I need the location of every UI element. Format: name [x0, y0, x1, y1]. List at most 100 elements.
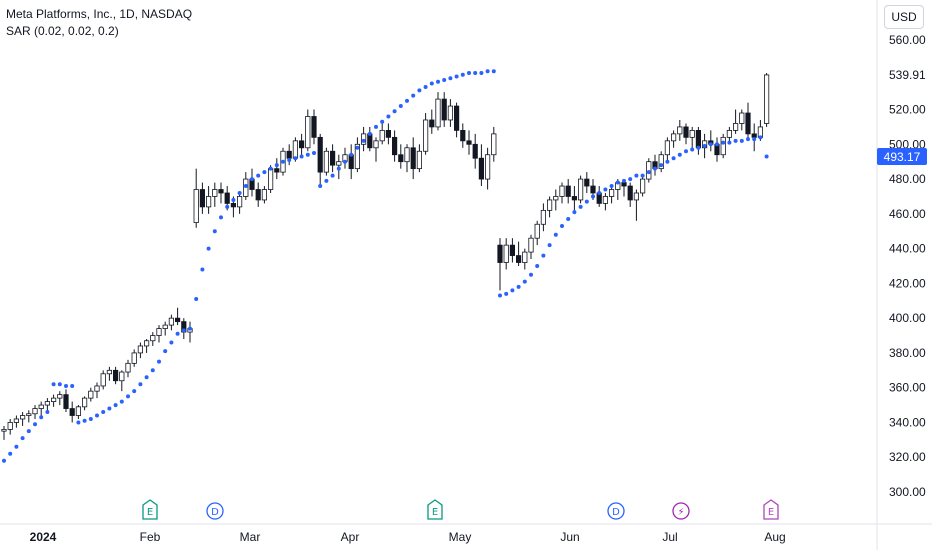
sar-dot: [57, 382, 62, 387]
sar-dot: [752, 137, 757, 142]
y-tick-label: 480.00: [889, 172, 926, 186]
sar-dot: [20, 436, 25, 441]
sar-dot: [467, 71, 471, 76]
candle-body: [106, 369, 112, 375]
candle-body: [7, 422, 13, 430]
candle-body: [354, 143, 361, 170]
candle-body: [633, 192, 640, 201]
candle-body: [547, 199, 553, 211]
sar-dot: [386, 114, 391, 119]
sar-dot: [640, 173, 645, 178]
x-tick-label: Mar: [240, 530, 261, 544]
candle-body: [57, 394, 63, 399]
sar-dot: [256, 173, 261, 178]
candle-body: [689, 129, 695, 138]
sar-dot: [219, 215, 223, 220]
candle-body: [447, 105, 454, 121]
sar-dot: [355, 145, 360, 150]
sar-dot: [262, 170, 267, 175]
candle-body: [100, 373, 106, 387]
candle-body: [590, 185, 596, 194]
candle-body: [764, 74, 770, 124]
sar-dot: [51, 382, 56, 387]
sar-dot: [659, 163, 664, 168]
y-tick-label: 460.00: [889, 207, 926, 221]
sar-dot: [436, 79, 440, 84]
sar-dot: [572, 210, 577, 215]
candle-body: [292, 140, 299, 159]
sar-dot: [126, 394, 130, 399]
sar-dot: [26, 429, 31, 434]
y-tick-label: 320.00: [889, 450, 926, 464]
candle-body: [19, 415, 26, 420]
candle-body: [584, 178, 590, 187]
candle-body: [509, 244, 516, 256]
sar-dot: [107, 406, 112, 411]
event-marker-label: E: [432, 507, 438, 518]
sar-dot: [491, 69, 496, 74]
sar-dot: [175, 331, 180, 336]
sar-dot: [380, 119, 385, 124]
candle-body: [286, 150, 292, 159]
candle-body: [267, 168, 274, 190]
sar-dot: [597, 190, 602, 195]
candle-body: [664, 140, 671, 156]
sar-dot: [157, 359, 161, 364]
sar-dot: [113, 403, 118, 408]
sar-dot: [33, 422, 37, 427]
x-tick-label: Jun: [560, 530, 579, 544]
sar-dot: [739, 138, 744, 143]
sar-dot: [349, 152, 354, 157]
sar-dot: [405, 98, 409, 103]
sar-dot: [560, 224, 564, 229]
candle-body: [745, 112, 751, 135]
candle-body: [94, 385, 100, 392]
sar-dot: [163, 349, 168, 354]
sar-dot: [479, 71, 484, 76]
candle-body: [51, 397, 57, 403]
sar-dot: [132, 389, 137, 394]
sar-dot: [374, 124, 378, 129]
sar-indicator-label[interactable]: SAR (0.02, 0.02, 0.2): [6, 24, 119, 38]
sar-dot: [324, 178, 329, 183]
candle-body: [119, 371, 125, 382]
y-tick-label: 360.00: [889, 381, 926, 395]
dividend-event-marker[interactable]: D: [607, 502, 625, 520]
sar-dot: [237, 190, 242, 195]
sar-dot: [287, 157, 292, 162]
earnings-event-marker[interactable]: E: [142, 499, 158, 520]
sar-dot: [510, 288, 515, 293]
sar-dot: [330, 173, 335, 178]
candle-body: [336, 161, 342, 166]
future-earnings-event-marker[interactable]: E: [763, 499, 779, 520]
candle-body: [422, 119, 429, 152]
y-tick-label: 500.00: [889, 137, 926, 151]
x-tick-label: Feb: [140, 530, 161, 544]
sar-dot: [200, 267, 205, 272]
candle-body: [379, 129, 385, 142]
sar-dot: [392, 109, 397, 114]
sar-dot: [398, 104, 403, 109]
candle-body: [255, 189, 261, 201]
candle-body: [484, 154, 491, 180]
candle-body: [348, 154, 354, 170]
candle-body: [32, 408, 38, 415]
sar-dot: [88, 416, 93, 421]
y-tick-label: 520.00: [889, 103, 926, 117]
currency-button[interactable]: USD: [884, 5, 924, 29]
sar-dot: [318, 184, 323, 189]
sar-dot: [671, 156, 676, 161]
split-event-marker[interactable]: ⚡: [672, 502, 690, 520]
sar-dot: [274, 163, 279, 168]
sar-dot: [690, 147, 695, 152]
sar-dot: [529, 272, 533, 277]
sar-dot: [429, 81, 434, 86]
earnings-event-marker[interactable]: E: [427, 499, 443, 520]
symbol-title[interactable]: Meta Platforms, Inc., 1D, NASDAQ: [6, 7, 193, 21]
candle-body: [540, 209, 547, 225]
sar-dot: [82, 418, 87, 423]
candle-body: [739, 112, 745, 124]
candle-body: [156, 328, 162, 336]
dividend-event-marker[interactable]: D: [206, 502, 224, 520]
